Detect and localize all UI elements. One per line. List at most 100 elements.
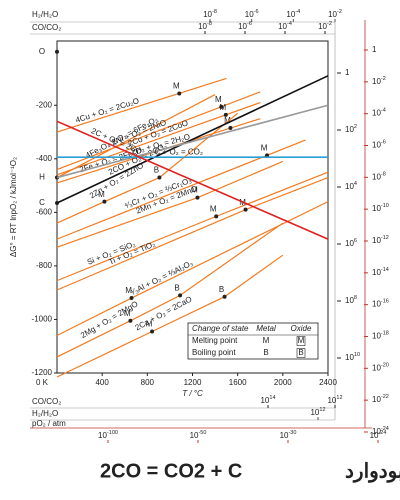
origin-label: 0 K (36, 378, 49, 387)
tick-base: 10 (345, 296, 354, 305)
phase-marker (128, 318, 133, 323)
scale-tick-label: 10-14 (372, 267, 389, 277)
tick-base: 10 (203, 10, 212, 19)
scale-tick-label: 10-2 (372, 76, 386, 86)
scale-tick-label: 10-24 (370, 430, 387, 440)
scale-title: CO/CO₂ (32, 397, 61, 406)
scale-tick-label: 10-100 (98, 430, 118, 440)
tick-base: 10 (190, 431, 199, 440)
x-tick-label: 1200 (184, 378, 202, 387)
tick-base: 10 (345, 182, 354, 191)
tick-base: 10 (345, 125, 354, 134)
x-tick-label: 800 (141, 378, 155, 387)
phase-marker-label: B (154, 166, 159, 175)
legend-header: Metal (256, 324, 276, 333)
caption-equation: 2CO = CO2 + C (100, 460, 242, 482)
tick-exponent: -4 (381, 108, 386, 114)
tick-exponent: 10 (354, 352, 360, 358)
phase-marker-label: B (174, 283, 179, 292)
scale-tick-label: 10-18 (372, 331, 389, 341)
tick-exponent: 4 (354, 181, 357, 187)
tick-base: 10 (198, 22, 207, 31)
legend-header: Oxide (291, 324, 312, 333)
phase-marker-label: M (215, 95, 222, 104)
phase-marker-label: M (261, 143, 268, 152)
tick-exponent: -16 (381, 299, 389, 305)
reference-point-label: C (39, 198, 45, 207)
legend-table (187, 322, 319, 360)
phase-marker (157, 175, 162, 180)
tick-exponent: -2 (327, 21, 332, 27)
tick-exponent: -6 (247, 21, 252, 27)
reaction-line (56, 104, 329, 179)
tick-exponent: -100 (107, 430, 118, 436)
x-tick-label: 400 (95, 378, 109, 387)
tick-base: 1 (372, 45, 377, 54)
phase-marker (177, 91, 182, 96)
reaction-line (56, 75, 329, 204)
tick-exponent: 6 (354, 238, 357, 244)
phase-marker (228, 126, 233, 131)
scale-tick-label: 10-50 (190, 430, 207, 440)
reference-point (55, 49, 59, 54)
tick-exponent: -2 (337, 9, 342, 15)
tick-exponent: 14 (269, 395, 275, 401)
tick-base: 10 (280, 431, 289, 440)
phase-marker-label: M (125, 286, 132, 295)
tick-exponent: -6 (381, 140, 386, 146)
tick-base: 10 (318, 22, 327, 31)
tick-base: 10 (245, 10, 254, 19)
scale-tick-label: 10-8 (372, 172, 386, 182)
tick-base: 10 (372, 363, 381, 372)
tick-exponent: 8 (354, 295, 357, 301)
scale-tick-label: 102 (345, 124, 357, 134)
x-tick-label: 1600 (229, 378, 247, 387)
reaction-line (56, 77, 227, 133)
tick-base: 10 (98, 431, 107, 440)
scale-tick-label: 10-8 (203, 9, 217, 19)
tick-base: 10 (372, 109, 381, 118)
scale-tick-label: 10-2 (318, 21, 332, 31)
scale-tick-label: 10-22 (372, 395, 389, 405)
y-tick-label: -200 (36, 100, 53, 109)
legend-cell: M (298, 336, 305, 345)
scale-tick-label: 10-12 (372, 235, 389, 245)
reaction-line (56, 222, 284, 358)
y-tick-label: -1200 (32, 368, 53, 377)
tick-exponent: -24 (381, 426, 389, 432)
tick-base: 1 (345, 68, 350, 77)
scale-tick-label: 108 (345, 295, 357, 305)
y-tick-label: -1000 (32, 315, 53, 324)
scale-tick-label: 1010 (345, 352, 360, 362)
scale-tick-label: 10-6 (245, 9, 259, 19)
tick-exponent: -24 (378, 430, 386, 436)
phase-marker-label: M (146, 320, 153, 329)
tick-base: 10 (372, 77, 381, 86)
scale-tick-label: 10-16 (372, 299, 389, 309)
tick-exponent: -30 (288, 430, 296, 436)
phase-marker (223, 112, 228, 117)
phase-marker-label: M (210, 204, 217, 213)
tick-base: 10 (372, 204, 381, 213)
scale-tick-label: 10-20 (372, 363, 389, 373)
phase-marker-label: M (191, 186, 198, 195)
scale-tick-label: 10-4 (278, 21, 292, 31)
legend-cell: B (263, 348, 268, 357)
tick-exponent: -8 (381, 172, 386, 178)
phase-marker-label: M (224, 116, 231, 125)
tick-exponent: -6 (254, 9, 259, 15)
tick-exponent: 12 (319, 407, 325, 413)
legend-cell: B (298, 348, 303, 357)
x-axis-label: T / °C (182, 389, 203, 398)
scale-title: H₂/H₂O (32, 409, 58, 418)
scale-tick-label: 1 (372, 45, 377, 54)
legend-cell: Melting point (192, 336, 238, 345)
tick-base: 10 (372, 395, 381, 404)
x-tick-label: 2000 (274, 378, 292, 387)
tick-exponent: -22 (381, 395, 389, 401)
tick-base: 10 (372, 300, 381, 309)
phase-marker (243, 207, 248, 212)
tick-base: 10 (372, 332, 381, 341)
tick-base: 10 (278, 22, 287, 31)
tick-base: 10 (327, 396, 336, 405)
